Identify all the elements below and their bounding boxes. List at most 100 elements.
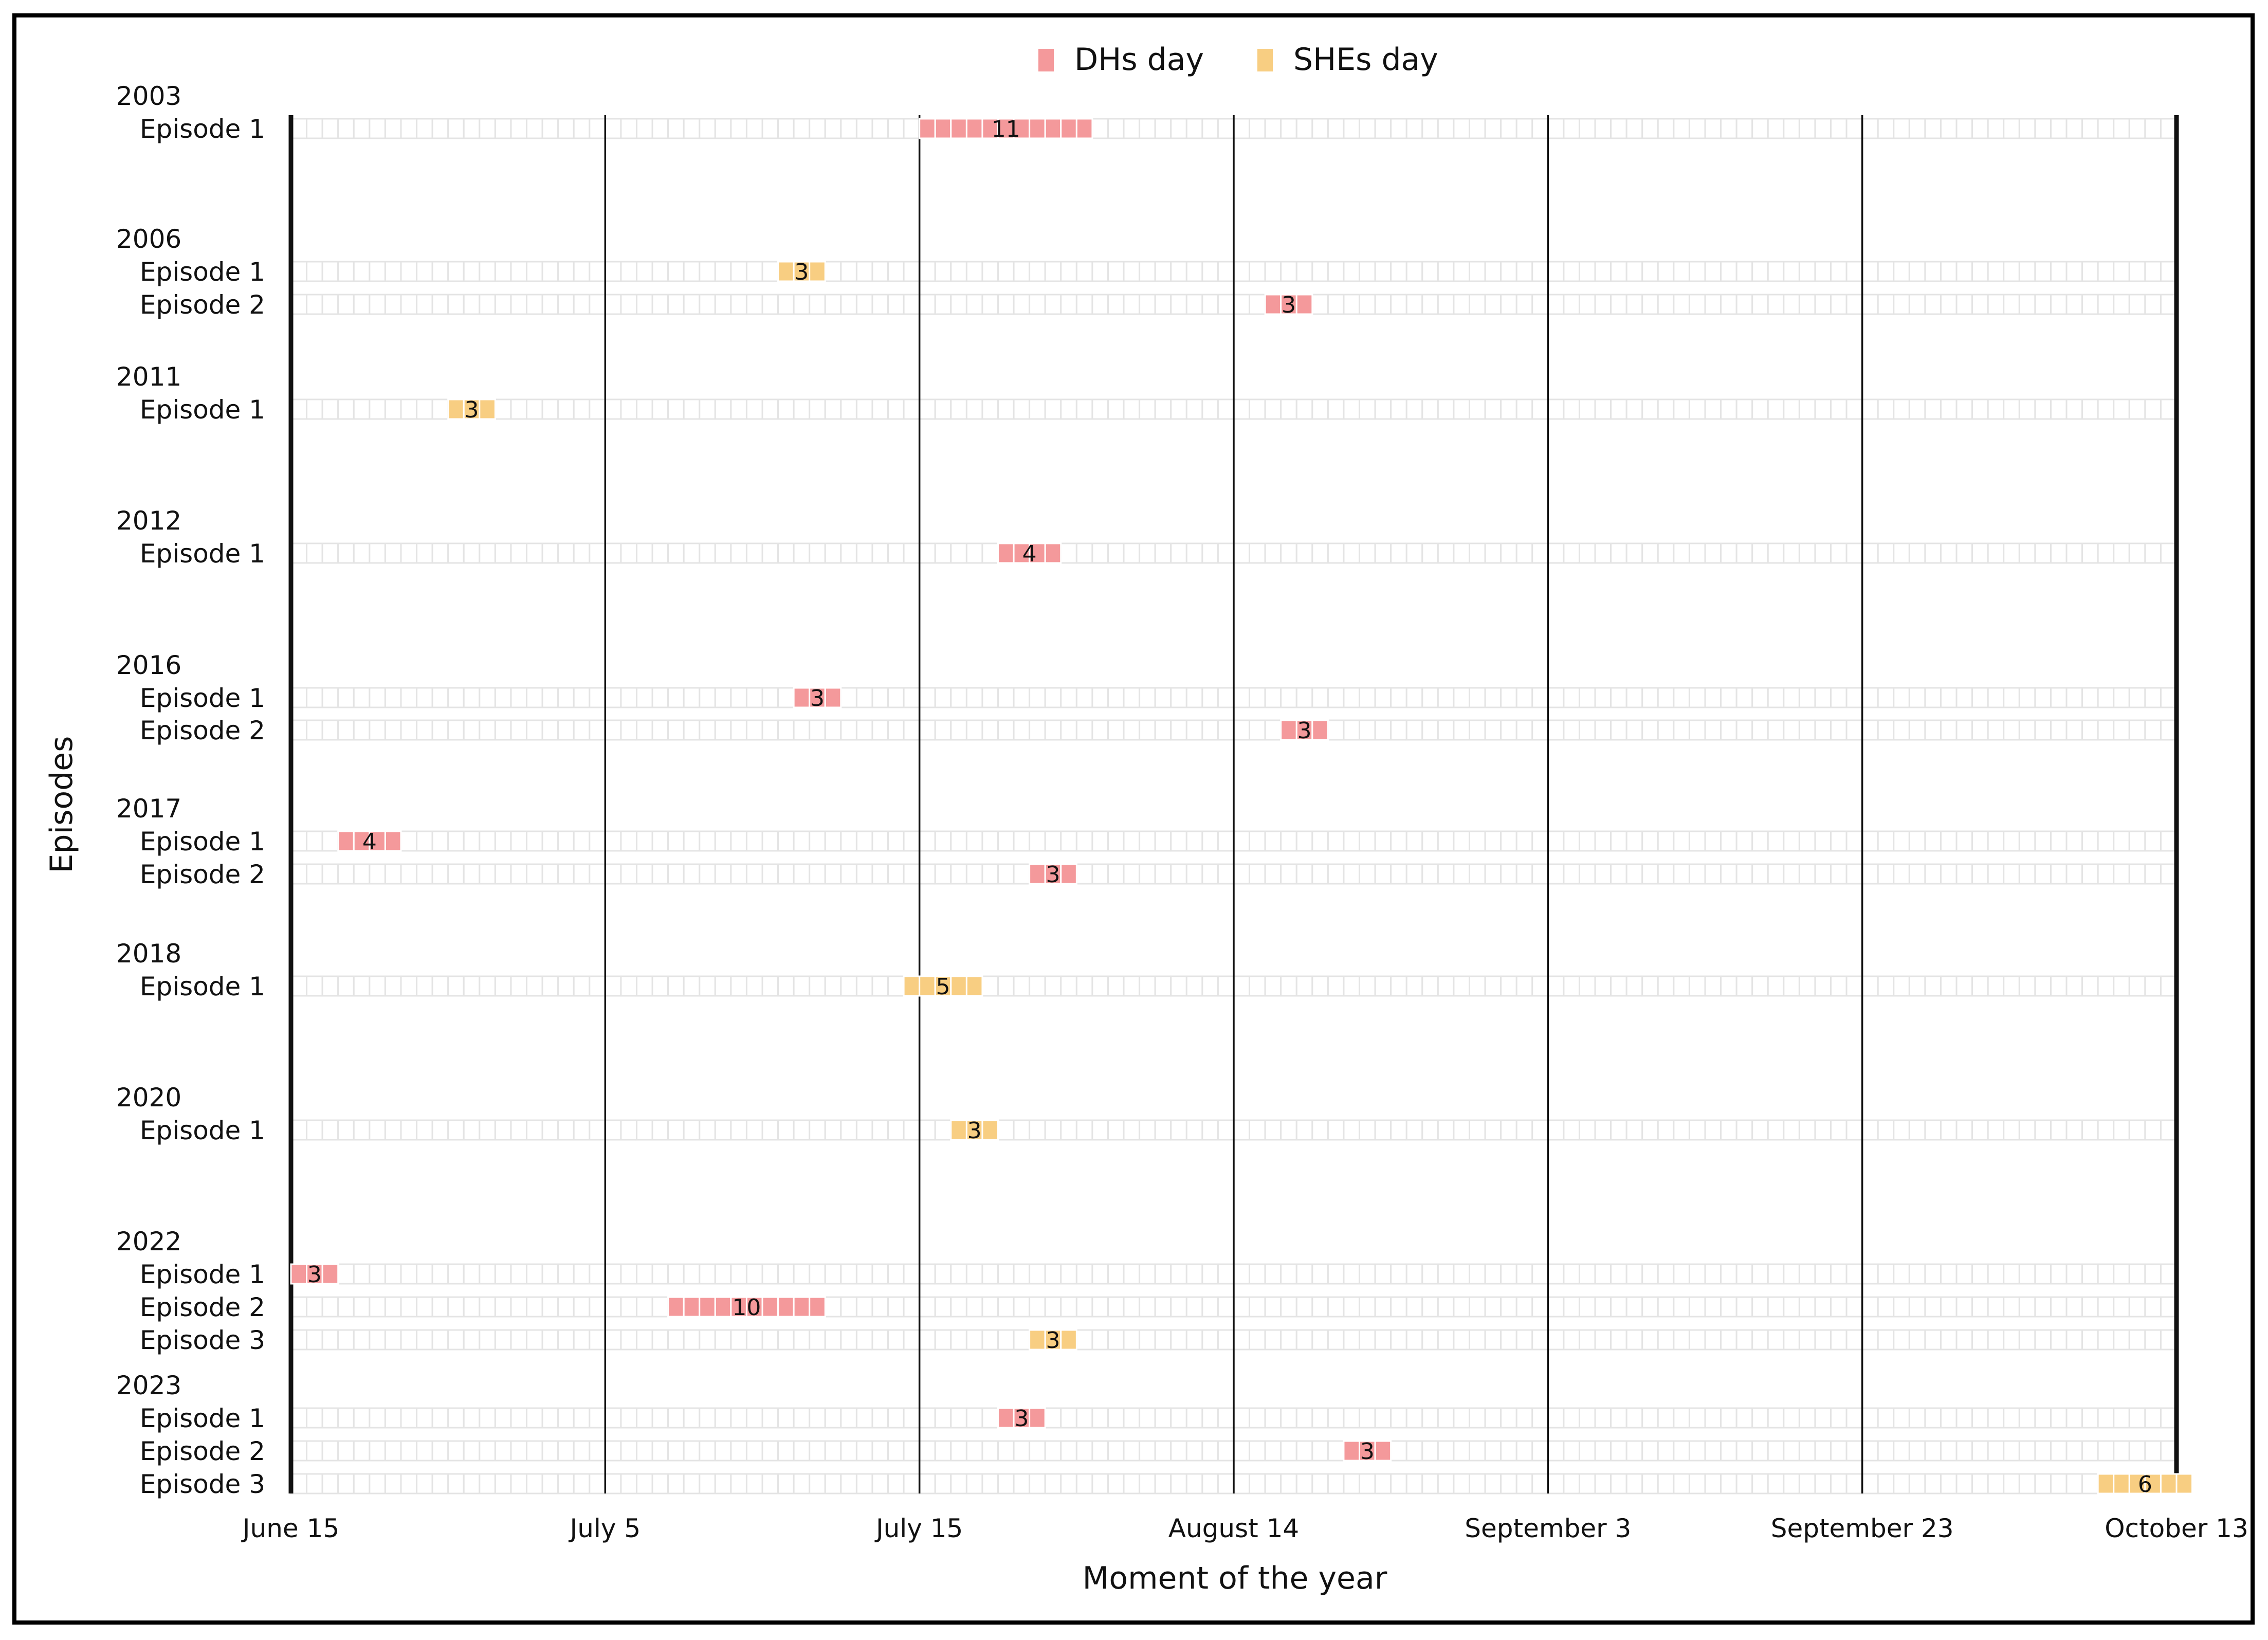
episode-duration-label-2022-2: 10 — [732, 1295, 761, 1321]
episode-label-2003-1: Episode 1 — [140, 114, 265, 144]
episode-bar-2006-2-day-1 — [1264, 294, 1282, 315]
episode-bar-2003-1-day-5 — [981, 118, 999, 139]
episode-bar-2023-3-day-4 — [2144, 1473, 2162, 1495]
legend-swatch-dh — [1038, 49, 1054, 71]
episode-bar-2016-1-day-3 — [824, 687, 842, 708]
episode-bar-2022-2-day-9 — [793, 1296, 811, 1318]
x-tick-label-1: June 15 — [241, 1514, 339, 1543]
episode-duration-label-2012-1: 4 — [1022, 541, 1037, 567]
episode-bar-2006-1-day-1 — [777, 261, 795, 282]
episode-label-2017-1: Episode 1 — [140, 827, 265, 857]
episode-duration-label-2022-3: 3 — [1046, 1327, 1060, 1354]
episode-bar-2023-3-day-3 — [2128, 1473, 2146, 1495]
episode-bar-2022-2-day-7 — [761, 1296, 779, 1318]
episode-bar-2022-3-day-3 — [1060, 1329, 1077, 1351]
episode-bar-2006-1-day-2 — [793, 261, 811, 282]
x-tick-label-4: August 14 — [1168, 1514, 1300, 1543]
episode-bar-2003-1-day-3 — [950, 118, 967, 139]
episode-duration-label-2023-2: 3 — [1360, 1438, 1375, 1465]
x-axis-label: Moment of the year — [1083, 1560, 1387, 1596]
episode-bar-2023-3-day-1 — [2097, 1473, 2115, 1495]
episode-duration-label-2018-1: 5 — [936, 974, 950, 1000]
episode-bar-2022-2-day-2 — [683, 1296, 701, 1318]
episode-duration-label-2011-1: 3 — [465, 397, 479, 423]
episode-bar-2022-3-day-2 — [1044, 1329, 1062, 1351]
episode-bar-2003-1-day-8 — [1029, 118, 1046, 139]
year-label-2023: 2023 — [116, 1371, 181, 1400]
episode-bar-2018-1-day-1 — [903, 975, 921, 997]
episode-bar-2023-2-day-3 — [1374, 1440, 1392, 1462]
episode-duration-label-2023-3: 6 — [2138, 1471, 2152, 1498]
episode-duration-label-2022-1: 3 — [307, 1262, 322, 1288]
year-label-2018: 2018 — [116, 939, 181, 969]
episode-bar-2017-2-day-3 — [1060, 863, 1077, 885]
episode-bar-2023-3-day-5 — [2160, 1473, 2178, 1495]
episode-bar-2003-1-day-1 — [919, 118, 936, 139]
episode-duration-label-2016-2: 3 — [1297, 718, 1312, 744]
episode-bar-2017-2-day-1 — [1029, 863, 1046, 885]
episode-label-2020-1: Episode 1 — [140, 1116, 265, 1145]
legend: DHs day SHEs day — [1038, 42, 1438, 78]
episode-bar-2023-1-day-3 — [1029, 1407, 1046, 1429]
grid-rows — [290, 118, 2178, 1495]
episode-bar-2023-3-day-2 — [2113, 1473, 2130, 1495]
episode-bar-2016-2-day-3 — [1311, 719, 1329, 741]
episode-label-2022-3: Episode 3 — [140, 1325, 265, 1355]
episode-bar-2023-2-day-1 — [1343, 1440, 1361, 1462]
episode-bar-2017-1-day-1 — [337, 830, 355, 852]
episode-bars: 11 3 3 3 4 3 3 4 3 5 3 3 10 3 3 3 6 — [290, 116, 2193, 1498]
legend-label-she: SHEs day — [1293, 42, 1438, 78]
episode-bar-2020-1-day-1 — [950, 1119, 967, 1141]
episode-label-2022-1: Episode 1 — [140, 1260, 265, 1289]
episode-bar-2023-1-day-2 — [1013, 1407, 1031, 1429]
episode-bar-2018-1-day-5 — [965, 975, 983, 997]
episode-bar-2011-1-day-1 — [447, 398, 465, 420]
episode-bar-2003-1-day-9 — [1044, 118, 1062, 139]
episode-bar-2022-2-day-1 — [667, 1296, 685, 1318]
episode-bar-2020-1-day-3 — [981, 1119, 999, 1141]
episode-bar-2023-3-day-6 — [2175, 1473, 2193, 1495]
episode-bar-2017-1-day-4 — [384, 830, 402, 852]
episode-bar-2022-3-day-1 — [1029, 1329, 1046, 1351]
episode-bar-2022-2-day-10 — [809, 1296, 826, 1318]
episode-bar-2022-2-day-8 — [777, 1296, 795, 1318]
episode-label-2016-2: Episode 2 — [140, 716, 265, 745]
episode-label-2023-1: Episode 1 — [140, 1404, 265, 1433]
episode-bar-2018-1-day-3 — [934, 975, 952, 997]
x-tick-label-5: September 3 — [1465, 1514, 1631, 1543]
episode-bar-2003-1-day-2 — [934, 118, 952, 139]
episode-bar-2022-2-day-3 — [699, 1296, 716, 1318]
episode-label-2023-2: Episode 2 — [140, 1436, 265, 1466]
x-tick-label-7: October 13 — [2105, 1514, 2248, 1543]
x-tick-label-6: September 23 — [1771, 1514, 1954, 1543]
episode-duration-label-2006-2: 3 — [1282, 292, 1296, 318]
episode-bar-2003-1-day-4 — [965, 118, 983, 139]
episode-label-2006-1: Episode 1 — [140, 257, 265, 287]
legend-label-dh: DHs day — [1074, 42, 1204, 78]
episode-bar-2012-1-day-4 — [1044, 542, 1062, 564]
episode-bar-2018-1-day-2 — [919, 975, 936, 997]
year-label-2003: 2003 — [116, 81, 181, 111]
episode-bar-2003-1-day-11 — [1075, 118, 1093, 139]
episode-label-2022-2: Episode 2 — [140, 1292, 265, 1322]
year-label-2011: 2011 — [116, 362, 181, 392]
episode-label-2023-3: Episode 3 — [140, 1469, 265, 1499]
episode-bar-2018-1-day-4 — [950, 975, 967, 997]
episode-duration-label-2016-1: 3 — [810, 685, 825, 712]
episode-bar-2006-1-day-3 — [809, 261, 826, 282]
episode-label-2016-1: Episode 1 — [140, 683, 265, 713]
episode-label-2012-1: Episode 1 — [140, 539, 265, 569]
episode-bar-2011-1-day-2 — [463, 398, 481, 420]
episode-bar-2003-1-day-10 — [1060, 118, 1077, 139]
episode-bar-2020-1-day-2 — [965, 1119, 983, 1141]
episode-duration-label-2006-1: 3 — [794, 259, 809, 285]
year-label-2012: 2012 — [116, 506, 181, 536]
episode-duration-label-2003-1: 11 — [992, 116, 1020, 142]
x-tick-label-3: July 15 — [874, 1514, 963, 1543]
x-tick-labels: June 15 July 5 July 15 August 14 September 3… — [241, 1514, 2248, 1543]
episode-bar-2022-2-day-4 — [714, 1296, 732, 1318]
episode-bar-2012-1-day-1 — [997, 542, 1015, 564]
axis-divider-lines — [288, 115, 2179, 1493]
